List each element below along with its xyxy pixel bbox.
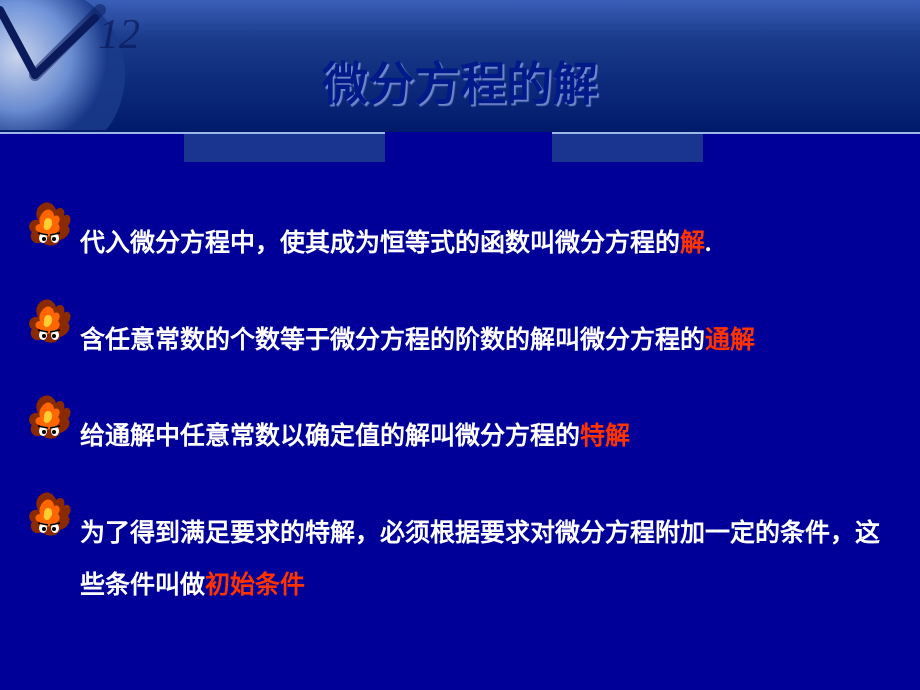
bullet-emphasis: 初始条件	[205, 572, 305, 599]
bullet-post: .	[705, 230, 711, 257]
bullet-pre: 代入微分方程中，使其成为恒等式的函数叫微分方程的	[80, 230, 680, 257]
bullet-item: 给通解中任意常数以确定值的解叫微分方程的特解	[20, 411, 900, 464]
slide-title: 微分方程的解	[0, 48, 920, 114]
flame-icon	[20, 295, 78, 350]
bullet-text: 给通解中任意常数以确定值的解叫微分方程的特解	[80, 411, 630, 464]
slide-header: 12 微分方程的解	[0, 0, 920, 132]
bullet-pre: 给通解中任意常数以确定值的解叫微分方程的	[80, 423, 580, 450]
bullet-text: 代入微分方程中，使其成为恒等式的函数叫微分方程的解.	[80, 218, 711, 271]
bullet-emphasis: 特解	[580, 423, 630, 450]
bullet-emphasis: 通解	[705, 327, 755, 354]
bullet-text: 为了得到满足要求的特解，必须根据要求对微分方程附加一定的条件，这些条件叫做初始条…	[80, 508, 900, 613]
bullet-item: 代入微分方程中，使其成为恒等式的函数叫微分方程的解.	[20, 218, 900, 271]
bullet-emphasis: 解	[680, 230, 705, 257]
bullet-pre: 含任意常数的个数等于微分方程的阶数的解叫微分方程的	[80, 327, 705, 354]
bullet-pre: 为了得到满足要求的特解，必须根据要求对微分方程附加一定的条件，这些条件叫做	[80, 520, 880, 600]
bullet-item: 含任意常数的个数等于微分方程的阶数的解叫微分方程的通解	[20, 315, 900, 368]
flame-icon	[20, 198, 78, 253]
tab-strip	[0, 132, 920, 162]
flame-icon	[20, 488, 78, 543]
slide-body: 代入微分方程中，使其成为恒等式的函数叫微分方程的解. 含任意常数的个数等于微分方…	[0, 162, 920, 613]
bullet-text: 含任意常数的个数等于微分方程的阶数的解叫微分方程的通解	[80, 315, 755, 368]
flame-icon	[20, 391, 78, 446]
bullet-item: 为了得到满足要求的特解，必须根据要求对微分方程附加一定的条件，这些条件叫做初始条…	[20, 508, 900, 613]
